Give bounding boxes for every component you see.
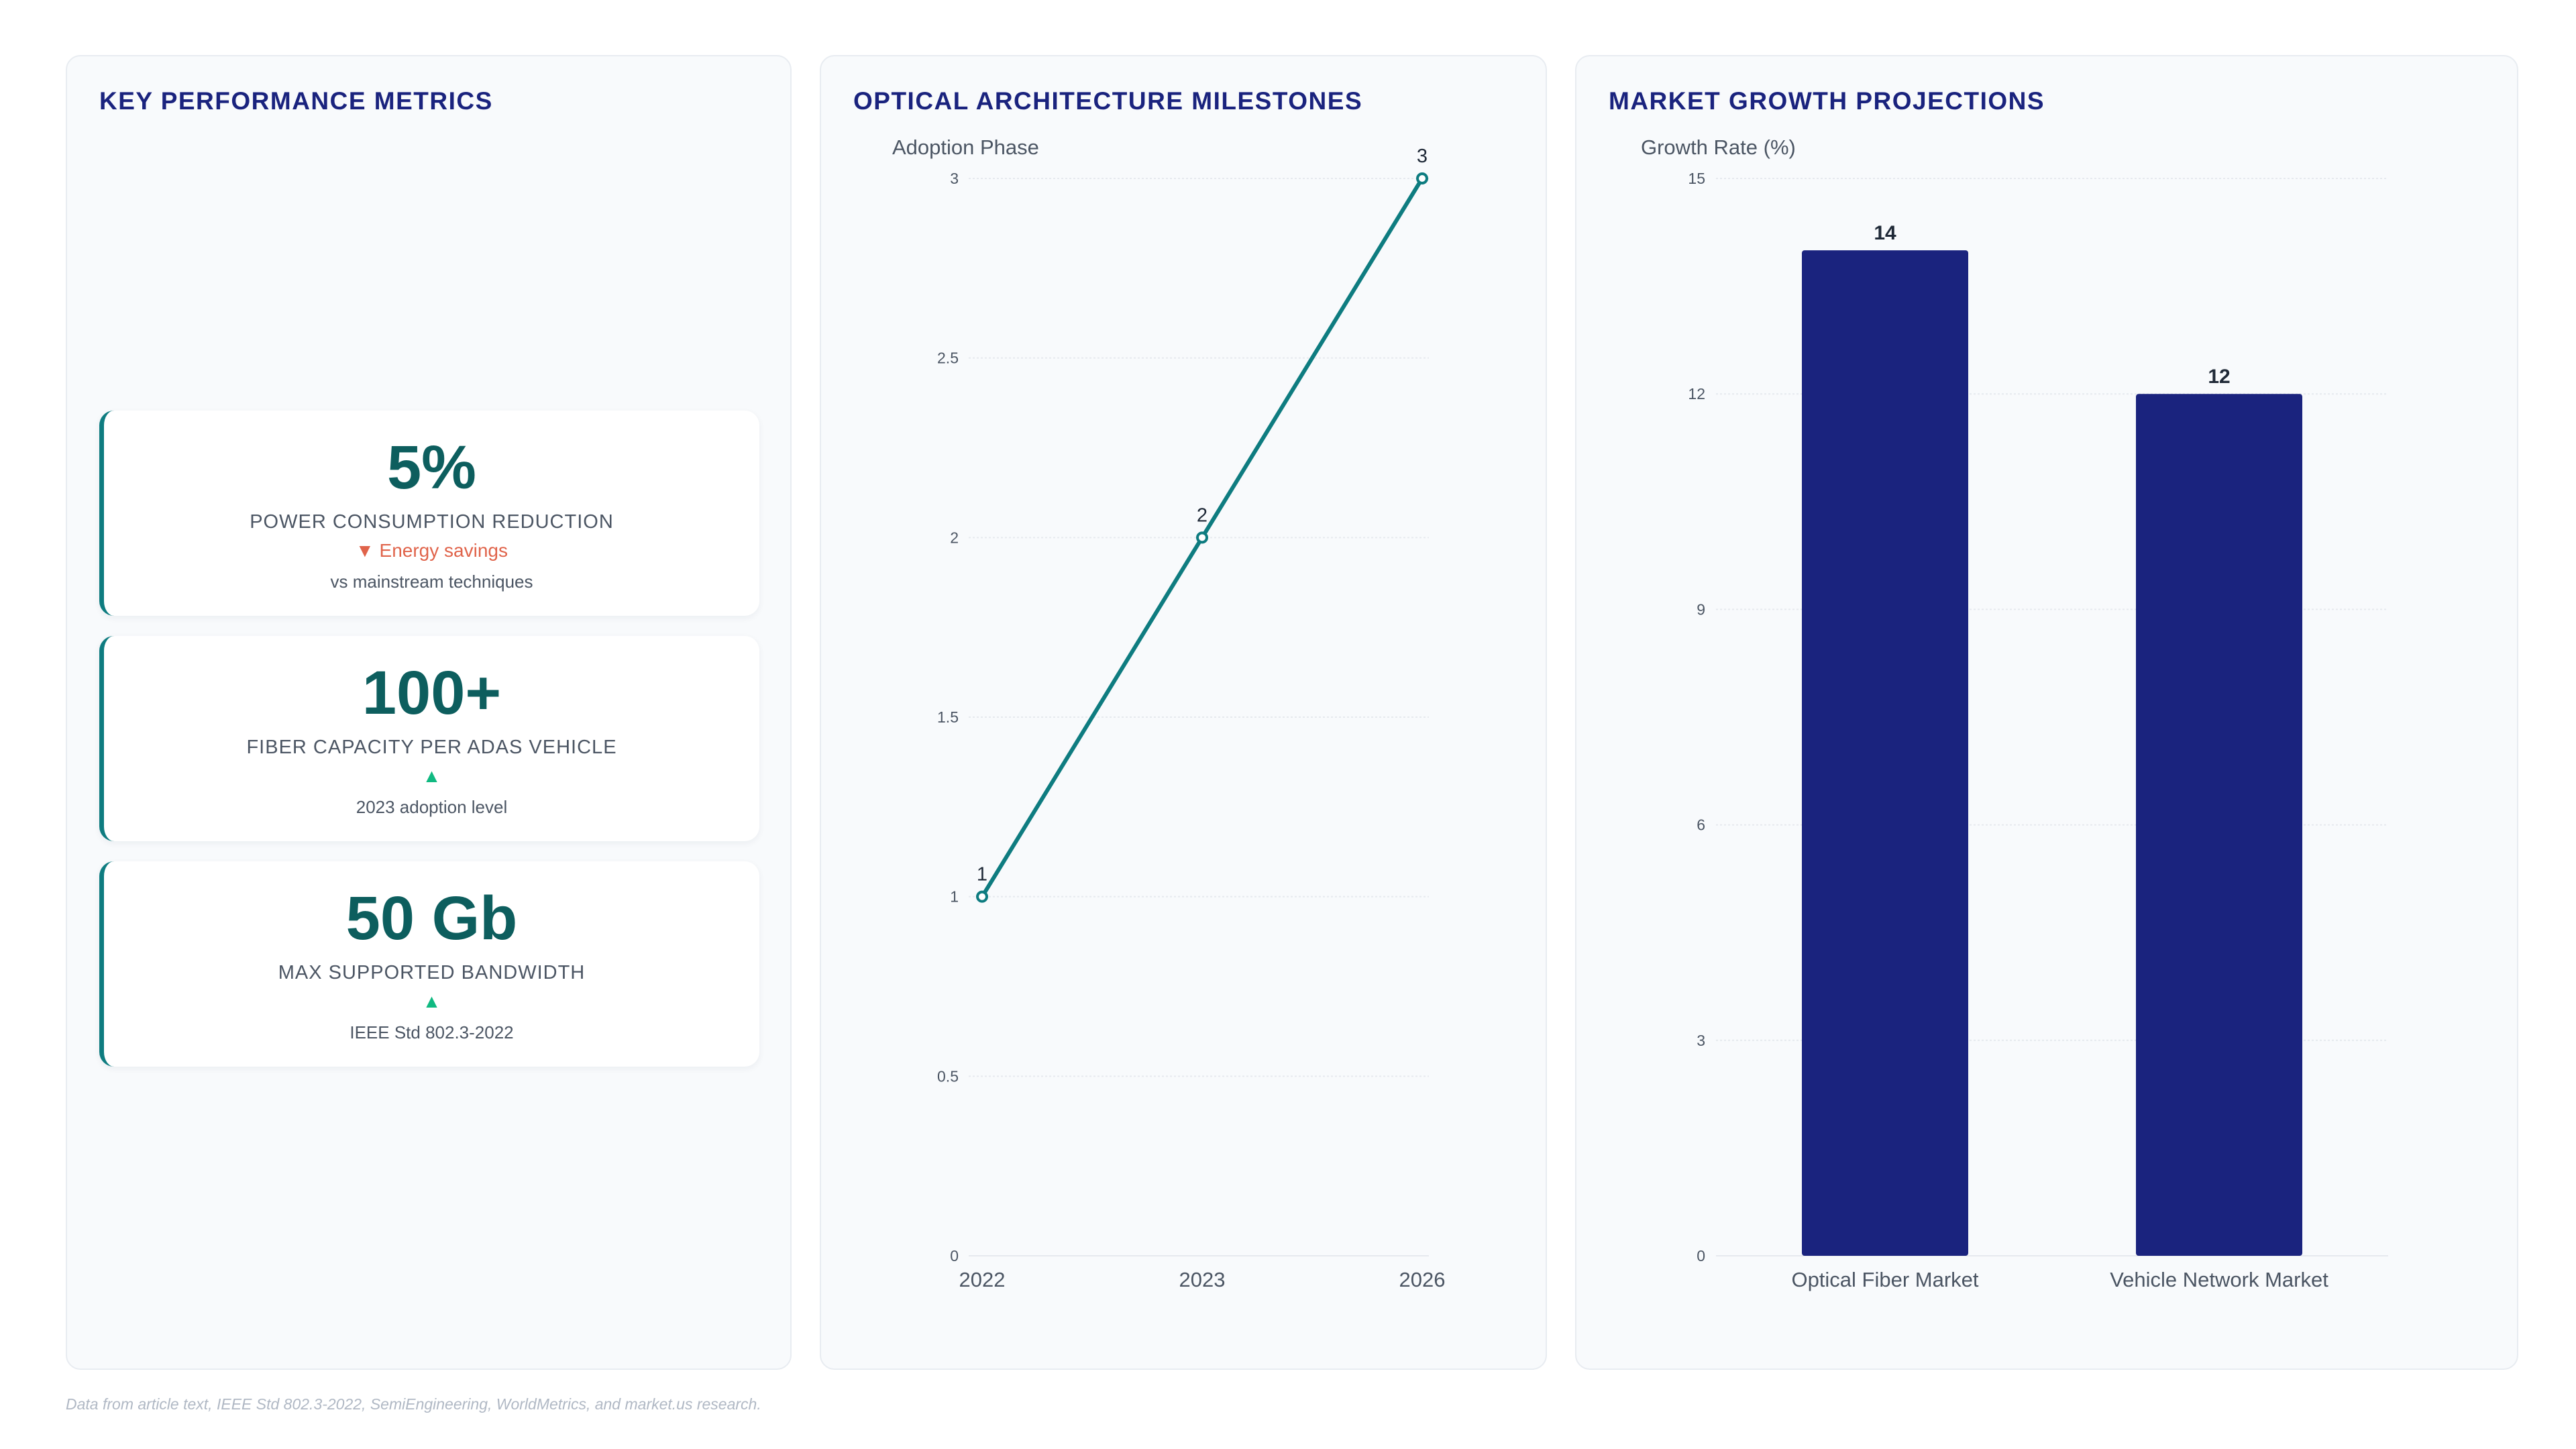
bar xyxy=(1802,250,1968,1256)
line-x-tick-label: 2023 xyxy=(1179,1268,1226,1291)
bar-chart: Growth Rate (%) 0 3 6 9 12 15 14 12 Optical Fi… xyxy=(1641,136,2388,1291)
line-data-point xyxy=(1416,172,1428,184)
milestones-panel: OPTICAL ARCHITECTURE MILESTONES Adoption… xyxy=(820,55,1547,1370)
bar-y-tick-label: 9 xyxy=(1697,600,1705,618)
kpi-value: 100+ xyxy=(362,659,502,727)
kpi-card-bandwidth: 50 Gb MAX SUPPORTED BANDWIDTH ▲ IEEE Std… xyxy=(99,861,759,1067)
line-chart: Adoption Phase 0 0.5 1 1.5 2 2.5 3 2022 2023 202… xyxy=(892,136,1446,1291)
line-y-tick-label: 1 xyxy=(950,888,959,906)
kpi-panel: KEY PERFORMANCE METRICS 5% POWER CONSUMP… xyxy=(66,55,792,1370)
line-x-tick-label: 2026 xyxy=(1399,1268,1446,1291)
bar-x-tick-label: Optical Fiber Market xyxy=(1791,1268,1978,1291)
trend-up-icon: ▲ xyxy=(422,765,441,786)
kpi-value: 5% xyxy=(387,433,476,502)
bar-y-tick-label: 3 xyxy=(1697,1032,1705,1049)
line-data-point xyxy=(976,890,988,903)
kpi-label: MAX SUPPORTED BANDWIDTH xyxy=(278,962,586,983)
kpi-card-power: 5% POWER CONSUMPTION REDUCTION ▼ Energy … xyxy=(99,411,759,616)
line-y-tick-label: 2 xyxy=(950,529,959,546)
kpi-note: vs mainstream techniques xyxy=(330,572,533,592)
kpi-note: 2023 adoption level xyxy=(356,797,508,817)
market-growth-panel: MARKET GROWTH PROJECTIONS Growth Rate (%… xyxy=(1575,55,2518,1370)
bar-chart-title: MARKET GROWTH PROJECTIONS xyxy=(1609,87,2045,115)
trend-up-icon: ▲ xyxy=(422,991,441,1012)
kpi-card-fiber: 100+ FIBER CAPACITY PER ADAS VEHICLE ▲ 2… xyxy=(99,636,759,841)
kpi-note: IEEE Std 802.3-2022 xyxy=(350,1022,514,1042)
line-y-tick-label: 3 xyxy=(950,170,959,187)
bar-y-tick-label: 12 xyxy=(1688,385,1705,402)
bar-y-tick-label: 0 xyxy=(1697,1247,1705,1265)
line-data-point xyxy=(1196,531,1208,544)
line-y-tick-label: 0 xyxy=(950,1247,959,1265)
trend-down-indicator: ▼ Energy savings xyxy=(356,540,508,561)
bar-x-tick-label: Vehicle Network Market xyxy=(2110,1268,2328,1291)
line-y-tick-label: 2.5 xyxy=(937,350,959,367)
kpi-panel-title: KEY PERFORMANCE METRICS xyxy=(99,87,493,115)
bar-y-axis-label: Growth Rate (%) xyxy=(1641,136,1796,159)
kpi-label: POWER CONSUMPTION REDUCTION xyxy=(250,511,614,533)
bar xyxy=(2136,394,2302,1256)
line-chart-title: OPTICAL ARCHITECTURE MILESTONES xyxy=(853,87,1363,115)
line-y-tick-label: 0.5 xyxy=(937,1067,959,1085)
kpi-value: 50 Gb xyxy=(345,884,518,953)
bar-data-label: 12 xyxy=(2208,366,2230,388)
line-data-label: 1 xyxy=(977,864,987,885)
line-data-label: 3 xyxy=(1417,146,1428,167)
bar-data-label: 14 xyxy=(1874,222,1896,244)
line-data-label: 2 xyxy=(1197,504,1208,526)
bar-y-tick-label: 15 xyxy=(1688,170,1705,187)
kpi-label: FIBER CAPACITY PER ADAS VEHICLE xyxy=(246,737,617,758)
line-x-tick-label: 2022 xyxy=(959,1268,1006,1291)
line-y-axis-label: Adoption Phase xyxy=(892,136,1039,159)
footnote: Data from article text, IEEE Std 802.3-2… xyxy=(66,1395,761,1413)
bar-y-tick-label: 6 xyxy=(1697,816,1705,834)
line-y-tick-label: 1.5 xyxy=(937,708,959,726)
